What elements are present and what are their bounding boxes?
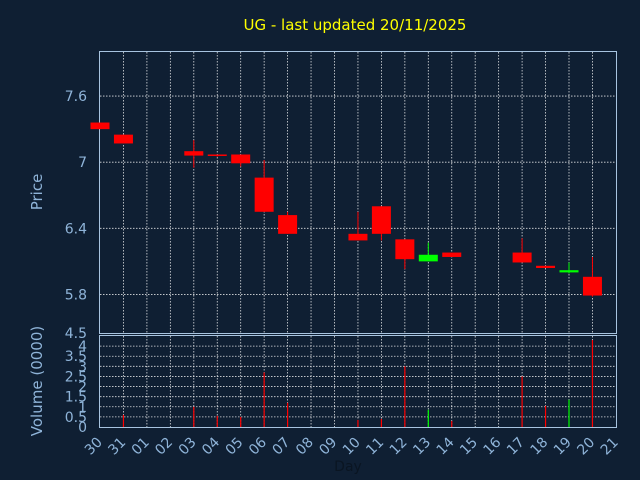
candle-body bbox=[184, 151, 204, 156]
price-tick-label: 7.6 bbox=[65, 89, 87, 105]
volume-panel bbox=[99, 335, 617, 428]
candle-body bbox=[536, 265, 556, 268]
day-tick-label: 06 bbox=[246, 434, 270, 458]
volume-tick-label: 0.5 bbox=[65, 410, 87, 426]
candle-body bbox=[559, 270, 579, 273]
day-tick-label: 07 bbox=[270, 435, 294, 459]
day-tick-label: 31 bbox=[105, 435, 129, 459]
volume-tick-label: 3.5 bbox=[65, 349, 87, 365]
candle-body bbox=[442, 252, 462, 257]
candle-body bbox=[90, 122, 110, 130]
volume-bars bbox=[122, 340, 594, 427]
chart-title: UG - last updated 20/11/2025 bbox=[244, 16, 467, 34]
day-tick-label: 08 bbox=[293, 435, 317, 459]
candle-body bbox=[582, 276, 602, 296]
day-tick-label: 17 bbox=[504, 435, 528, 459]
day-tick-label: 21 bbox=[598, 435, 622, 459]
price-panel bbox=[99, 51, 617, 334]
day-tick-labels: 30 31 01 02 03 04 05 06 07 08 09 10 11 12 13 14 15 16 17 18… bbox=[82, 434, 622, 458]
day-tick-label: 30 bbox=[82, 435, 106, 459]
price-tick-labels: 7.6 7 6.4 5.8 bbox=[65, 89, 87, 303]
candle-body bbox=[113, 134, 133, 144]
price-tick-label: 6.4 bbox=[65, 221, 87, 237]
volume-axis-label: Volume (0000) bbox=[28, 326, 46, 436]
day-tick-label: 03 bbox=[176, 435, 200, 459]
volume-tick-label: 4 bbox=[78, 339, 87, 355]
day-axis-label: Day bbox=[334, 459, 362, 475]
day-tick-label: 09 bbox=[316, 435, 340, 459]
day-tick-label: 02 bbox=[152, 435, 176, 459]
volume-tick-label: 1.5 bbox=[65, 390, 87, 406]
candles bbox=[90, 122, 602, 297]
candle-body bbox=[207, 154, 227, 156]
day-tick-label: 01 bbox=[129, 435, 153, 459]
candle-body bbox=[512, 252, 532, 263]
price-tick-label: 5.8 bbox=[65, 287, 87, 303]
candle-body bbox=[348, 233, 368, 241]
day-tick-label: 04 bbox=[199, 434, 223, 458]
volume-tick-label: 4.5 bbox=[65, 326, 87, 342]
day-tick-label: 16 bbox=[481, 434, 505, 458]
day-tick-label: 11 bbox=[363, 435, 387, 459]
price-axis-label: Price bbox=[28, 174, 46, 211]
day-tick-label: 13 bbox=[410, 435, 434, 459]
volume-tick-labels: 4.543.532.521.510.50 bbox=[65, 326, 87, 436]
volume-tick-label: 1 bbox=[78, 400, 87, 416]
day-tick-label: 10 bbox=[340, 435, 364, 459]
day-tick-label: 15 bbox=[457, 435, 481, 459]
day-tick-label: 14 bbox=[434, 434, 458, 458]
volume-tick-label: 3 bbox=[78, 359, 87, 375]
candle-body bbox=[254, 177, 274, 212]
day-tick-label: 19 bbox=[551, 435, 575, 459]
volume-tick-label: 0 bbox=[78, 420, 87, 436]
volume-tick-label: 2.5 bbox=[65, 369, 87, 385]
candle-body bbox=[231, 154, 251, 164]
day-tick-label: 18 bbox=[527, 435, 551, 459]
price-tick-label: 7 bbox=[78, 155, 87, 171]
candle-body bbox=[395, 239, 415, 260]
day-tick-label: 20 bbox=[574, 435, 598, 459]
candle-body bbox=[418, 254, 438, 262]
volume-tick-label: 2 bbox=[78, 380, 87, 396]
day-tick-label: 05 bbox=[223, 435, 247, 459]
candle-body bbox=[278, 215, 298, 234]
candle-body bbox=[371, 206, 391, 234]
grid-lines bbox=[100, 52, 616, 427]
day-tick-label: 12 bbox=[387, 435, 411, 459]
